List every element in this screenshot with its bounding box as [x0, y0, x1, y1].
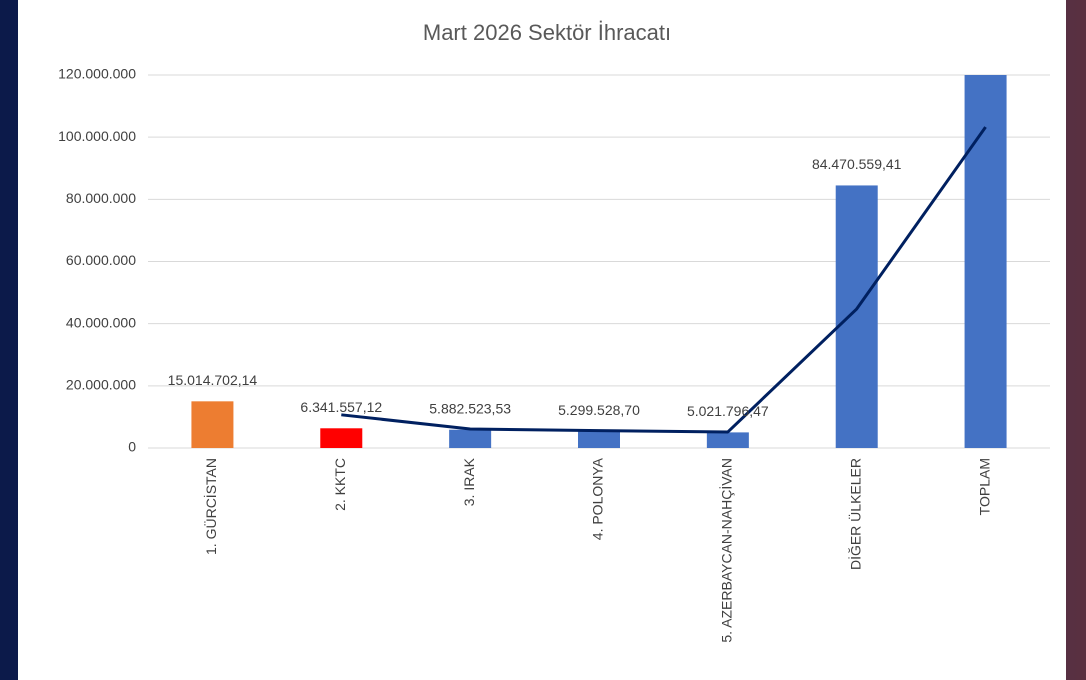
x-tick-label: 3. IRAK — [461, 457, 477, 506]
y-tick-label: 20.000.000 — [66, 377, 136, 393]
data-label: 6.341.557,12 — [300, 399, 382, 415]
y-tick-label: 100.000.000 — [58, 128, 136, 144]
data-label: 84.470.559,41 — [812, 156, 902, 172]
y-tick-label: 0 — [128, 439, 136, 455]
bar — [191, 401, 234, 448]
x-tick-label: TOPLAM — [976, 458, 992, 515]
data-label: 5.882.523,53 — [429, 400, 511, 416]
x-tick-label: 5. AZERBAYCAN-NAHÇİVAN — [718, 458, 735, 643]
bar — [578, 431, 620, 448]
bar — [320, 428, 363, 448]
bar — [835, 185, 878, 448]
chart-title: Mart 2026 Sektör İhracatı — [423, 20, 671, 45]
line — [341, 126, 987, 434]
y-tick-label: 40.000.000 — [66, 314, 136, 330]
data-label: 5.299.528,70 — [558, 402, 640, 418]
y-tick-label: 80.000.000 — [66, 190, 136, 206]
plot — [191, 75, 1007, 448]
y-tick-label: 120.000.000 — [58, 66, 136, 82]
x-tick-label: 2. KKTC — [332, 458, 348, 511]
bar — [964, 75, 1007, 448]
x-tick-label: DİĞER ÜLKELER — [846, 458, 863, 570]
bar — [706, 432, 749, 448]
x-tick-label: 1. GÜRCİSTAN — [202, 458, 219, 555]
y-tick-label: 60.000.000 — [66, 252, 136, 268]
x-tick-label: 4. POLONYA — [590, 457, 606, 540]
data-label: 15.014.702,14 — [168, 372, 258, 388]
chart-panel — [18, 0, 1066, 680]
bar — [449, 429, 492, 448]
data-label: 5.021.796,47 — [687, 403, 769, 419]
